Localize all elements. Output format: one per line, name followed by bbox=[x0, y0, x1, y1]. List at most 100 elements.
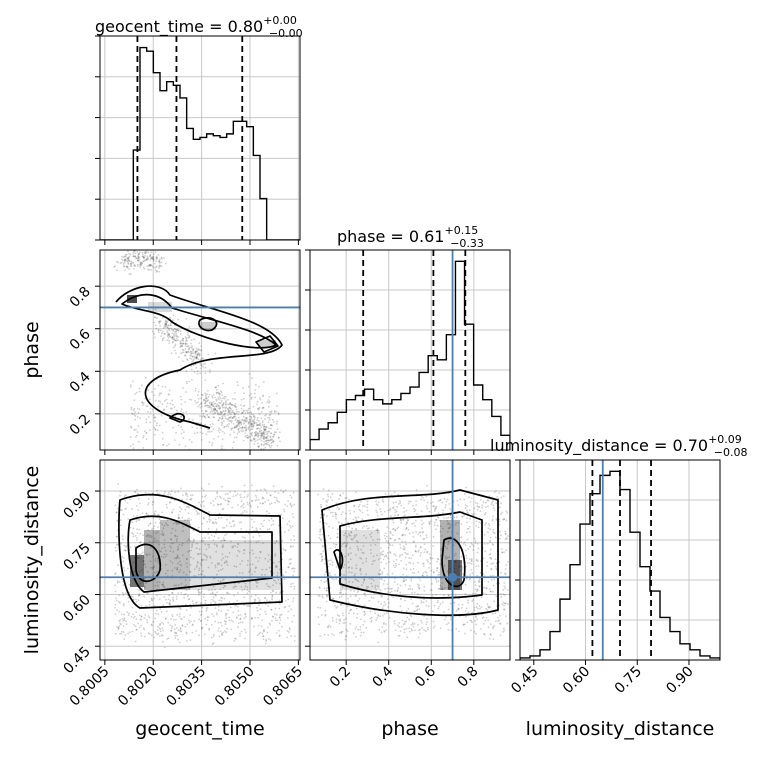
scatter-point bbox=[258, 424, 261, 427]
scatter-point bbox=[405, 568, 408, 571]
scatter-point bbox=[343, 541, 346, 544]
scatter-point bbox=[288, 628, 291, 631]
scatter-point bbox=[254, 396, 257, 399]
scatter-point bbox=[462, 624, 465, 626]
scatter-point bbox=[262, 448, 265, 450]
scatter-point bbox=[346, 630, 349, 633]
scatter-point bbox=[190, 365, 193, 367]
scatter-point bbox=[473, 507, 476, 510]
scatter-point bbox=[122, 256, 125, 259]
scatter-point bbox=[350, 552, 352, 555]
scatter-point bbox=[351, 567, 353, 569]
scatter-point bbox=[168, 334, 171, 336]
scatter-point bbox=[214, 564, 217, 567]
scatter-point bbox=[359, 570, 362, 572]
scatter-point bbox=[279, 619, 282, 621]
panel-phase-vs-luminosity_distance-frame bbox=[309, 459, 511, 661]
scatter-point bbox=[274, 491, 277, 493]
scatter-point bbox=[409, 562, 412, 565]
scatter-point bbox=[441, 601, 444, 604]
scatter-point bbox=[281, 540, 284, 542]
scatter-point bbox=[161, 403, 164, 405]
scatter-point bbox=[268, 528, 271, 530]
scatter-point bbox=[232, 416, 235, 419]
scatter-point bbox=[132, 255, 135, 258]
scatter-point bbox=[488, 637, 491, 640]
scatter-point bbox=[413, 610, 416, 613]
scatter-point bbox=[177, 490, 180, 493]
scatter-point bbox=[222, 557, 225, 559]
scatter-point bbox=[204, 379, 207, 382]
scatter-point bbox=[261, 619, 264, 622]
scatter-point bbox=[256, 582, 259, 584]
scatter-point bbox=[276, 619, 279, 622]
scatter-point bbox=[408, 557, 411, 560]
scatter-point bbox=[418, 608, 421, 610]
scatter-point bbox=[119, 494, 121, 497]
scatter-point bbox=[238, 422, 241, 425]
scatter-point bbox=[200, 427, 202, 430]
scatter-point bbox=[400, 598, 402, 600]
scatter-point bbox=[345, 544, 348, 547]
scatter-point bbox=[163, 324, 166, 327]
scatter-point bbox=[216, 591, 219, 594]
scatter-point bbox=[327, 489, 330, 492]
scatter-point bbox=[240, 521, 243, 524]
scatter-point bbox=[208, 543, 211, 546]
scatter-point bbox=[176, 335, 179, 338]
scatter-point bbox=[210, 408, 213, 411]
scatter-point bbox=[114, 584, 117, 587]
scatter-point bbox=[249, 504, 252, 507]
scatter-point bbox=[476, 551, 479, 554]
scatter-point bbox=[284, 503, 287, 506]
scatter-point bbox=[244, 435, 247, 438]
scatter-point bbox=[256, 506, 259, 508]
scatter-point bbox=[264, 428, 266, 431]
scatter-point bbox=[252, 424, 255, 427]
scatter-point bbox=[239, 613, 242, 616]
scatter-point bbox=[244, 582, 247, 585]
scatter-point bbox=[196, 354, 199, 357]
scatter-point bbox=[165, 321, 168, 323]
scatter-point bbox=[120, 613, 123, 616]
scatter-point bbox=[284, 549, 286, 551]
scatter-point bbox=[438, 587, 441, 590]
scatter-point bbox=[252, 419, 255, 422]
scatter-point bbox=[398, 622, 401, 624]
scatter-point bbox=[264, 489, 267, 492]
scatter-point bbox=[223, 534, 226, 537]
scatter-point bbox=[170, 546, 173, 549]
scatter-point bbox=[246, 436, 249, 439]
scatter-point bbox=[223, 425, 226, 428]
scatter-point bbox=[272, 435, 275, 438]
scatter-point bbox=[317, 616, 320, 619]
scatter-point bbox=[467, 527, 470, 530]
scatter-point bbox=[155, 255, 158, 258]
scatter-point bbox=[464, 583, 467, 586]
scatter-point bbox=[189, 350, 192, 353]
scatter-point bbox=[130, 595, 133, 598]
scatter-point bbox=[437, 557, 439, 560]
scatter-point bbox=[185, 345, 188, 348]
scatter-point bbox=[227, 592, 230, 595]
scatter-point bbox=[191, 348, 194, 351]
scatter-point bbox=[319, 506, 322, 509]
scatter-point bbox=[122, 619, 125, 622]
scatter-point bbox=[176, 554, 179, 557]
scatter-point bbox=[239, 421, 241, 424]
scatter-point bbox=[131, 532, 134, 535]
scatter-point bbox=[331, 617, 334, 619]
scatter-point bbox=[348, 571, 351, 573]
scatter-point bbox=[339, 604, 342, 606]
scatter-point bbox=[321, 533, 324, 536]
scatter-point bbox=[170, 627, 173, 629]
scatter-point bbox=[204, 423, 207, 426]
scatter-point bbox=[273, 496, 276, 499]
scatter-point bbox=[151, 330, 154, 333]
scatter-point bbox=[202, 363, 205, 366]
scatter-point bbox=[398, 538, 401, 541]
scatter-point bbox=[323, 521, 326, 524]
scatter-point bbox=[221, 403, 224, 406]
scatter-point bbox=[221, 545, 224, 548]
scatter-point bbox=[417, 585, 420, 588]
